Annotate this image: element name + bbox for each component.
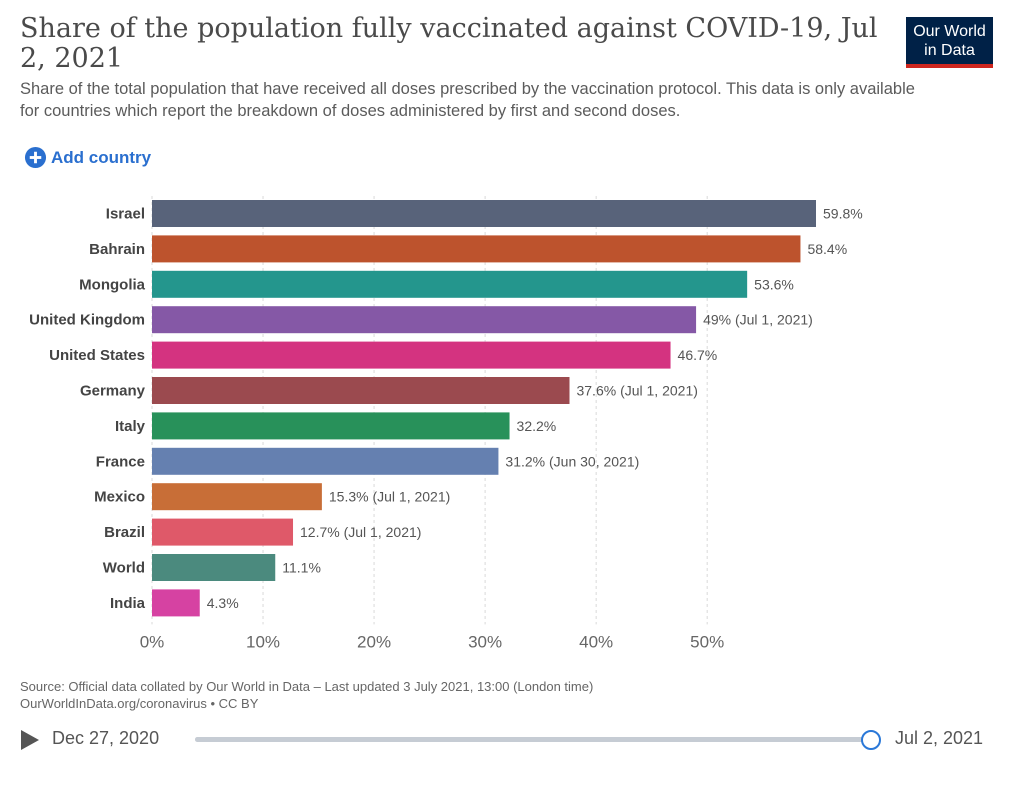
source-line-1: Source: Official data collated by Our Wo… bbox=[20, 679, 594, 694]
x-tick-label: 30% bbox=[468, 632, 502, 651]
category-label: Germany bbox=[80, 383, 146, 400]
category-label: Italy bbox=[115, 418, 146, 435]
category-label: Bahrain bbox=[89, 241, 145, 258]
category-label: India bbox=[110, 595, 146, 612]
timeline-track[interactable] bbox=[195, 737, 872, 742]
value-label: 12.7% (Jul 1, 2021) bbox=[300, 524, 421, 540]
logo-line-2: in Data bbox=[924, 42, 975, 59]
bar-chart: Israel 59.8% Bahrain 58.4% Mongolia 53.6% Unit… bbox=[29, 196, 863, 651]
plus-circle-icon bbox=[24, 146, 47, 169]
bar[interactable] bbox=[152, 200, 816, 227]
owid-logo[interactable]: Our World in Data bbox=[906, 17, 993, 68]
value-label: 11.1% bbox=[282, 560, 321, 576]
category-label: Mexico bbox=[94, 489, 145, 506]
value-label: 46.7% bbox=[678, 347, 718, 363]
source-note: Source: Official data collated by Our Wo… bbox=[20, 678, 920, 712]
bar[interactable] bbox=[152, 341, 671, 369]
chart-subtitle: Share of the total population that have … bbox=[20, 80, 915, 120]
bar[interactable] bbox=[152, 589, 200, 617]
bars: Israel 59.8% Bahrain 58.4% Mongolia 53.6% Unit… bbox=[29, 200, 863, 617]
x-tick-label: 50% bbox=[690, 632, 724, 651]
category-label: United Kingdom bbox=[29, 312, 145, 329]
add-country-button[interactable]: Add country bbox=[24, 146, 151, 169]
play-icon[interactable] bbox=[21, 730, 39, 750]
timeline-track-fill bbox=[195, 737, 872, 742]
bar[interactable] bbox=[152, 377, 570, 404]
bar[interactable] bbox=[152, 270, 748, 298]
chart-title: Share of the population fully vaccinated… bbox=[20, 13, 878, 74]
x-tick-label: 20% bbox=[357, 632, 391, 651]
value-label: 53.6% bbox=[754, 276, 794, 292]
add-country-label: Add country bbox=[51, 147, 152, 167]
timeline-start-date: Dec 27, 2020 bbox=[52, 728, 160, 748]
bar[interactable] bbox=[152, 447, 499, 475]
category-label: Israel bbox=[106, 206, 145, 223]
timeline-handle[interactable] bbox=[861, 730, 881, 750]
category-label: France bbox=[96, 453, 145, 470]
value-label: 59.8% bbox=[823, 206, 863, 222]
x-tick-label: 10% bbox=[246, 632, 280, 651]
bar[interactable] bbox=[152, 483, 322, 511]
value-label: 4.3% bbox=[207, 595, 239, 611]
logo-line-1: Our World bbox=[913, 23, 986, 40]
bar[interactable] bbox=[152, 412, 510, 440]
timeline-end-date: Jul 2, 2021 bbox=[895, 728, 984, 748]
source-line-2: OurWorldInData.org/coronavirus • CC BY bbox=[20, 696, 259, 711]
bar[interactable] bbox=[152, 554, 276, 581]
category-label: Brazil bbox=[104, 524, 145, 541]
value-label: 37.6% (Jul 1, 2021) bbox=[576, 383, 697, 399]
bar[interactable] bbox=[152, 518, 294, 546]
category-label: Mongolia bbox=[79, 276, 145, 293]
x-tick-label: 40% bbox=[579, 632, 613, 651]
gridlines bbox=[151, 196, 708, 625]
value-label: 58.4% bbox=[807, 241, 847, 257]
value-label: 49% (Jul 1, 2021) bbox=[703, 312, 813, 328]
category-label: World bbox=[103, 560, 145, 577]
value-label: 32.2% bbox=[517, 418, 557, 434]
timeline: Dec 27, 2020 Jul 2, 2021 bbox=[0, 722, 1023, 758]
category-label: United States bbox=[49, 347, 145, 364]
x-tick-label: 0% bbox=[140, 632, 165, 651]
value-label: 15.3% (Jul 1, 2021) bbox=[329, 489, 450, 505]
bar[interactable] bbox=[152, 306, 697, 334]
bar[interactable] bbox=[152, 235, 801, 263]
value-label: 31.2% (Jun 30, 2021) bbox=[505, 453, 639, 469]
x-axis: 0% 10% 20% 30% 40% 50% bbox=[140, 632, 724, 651]
